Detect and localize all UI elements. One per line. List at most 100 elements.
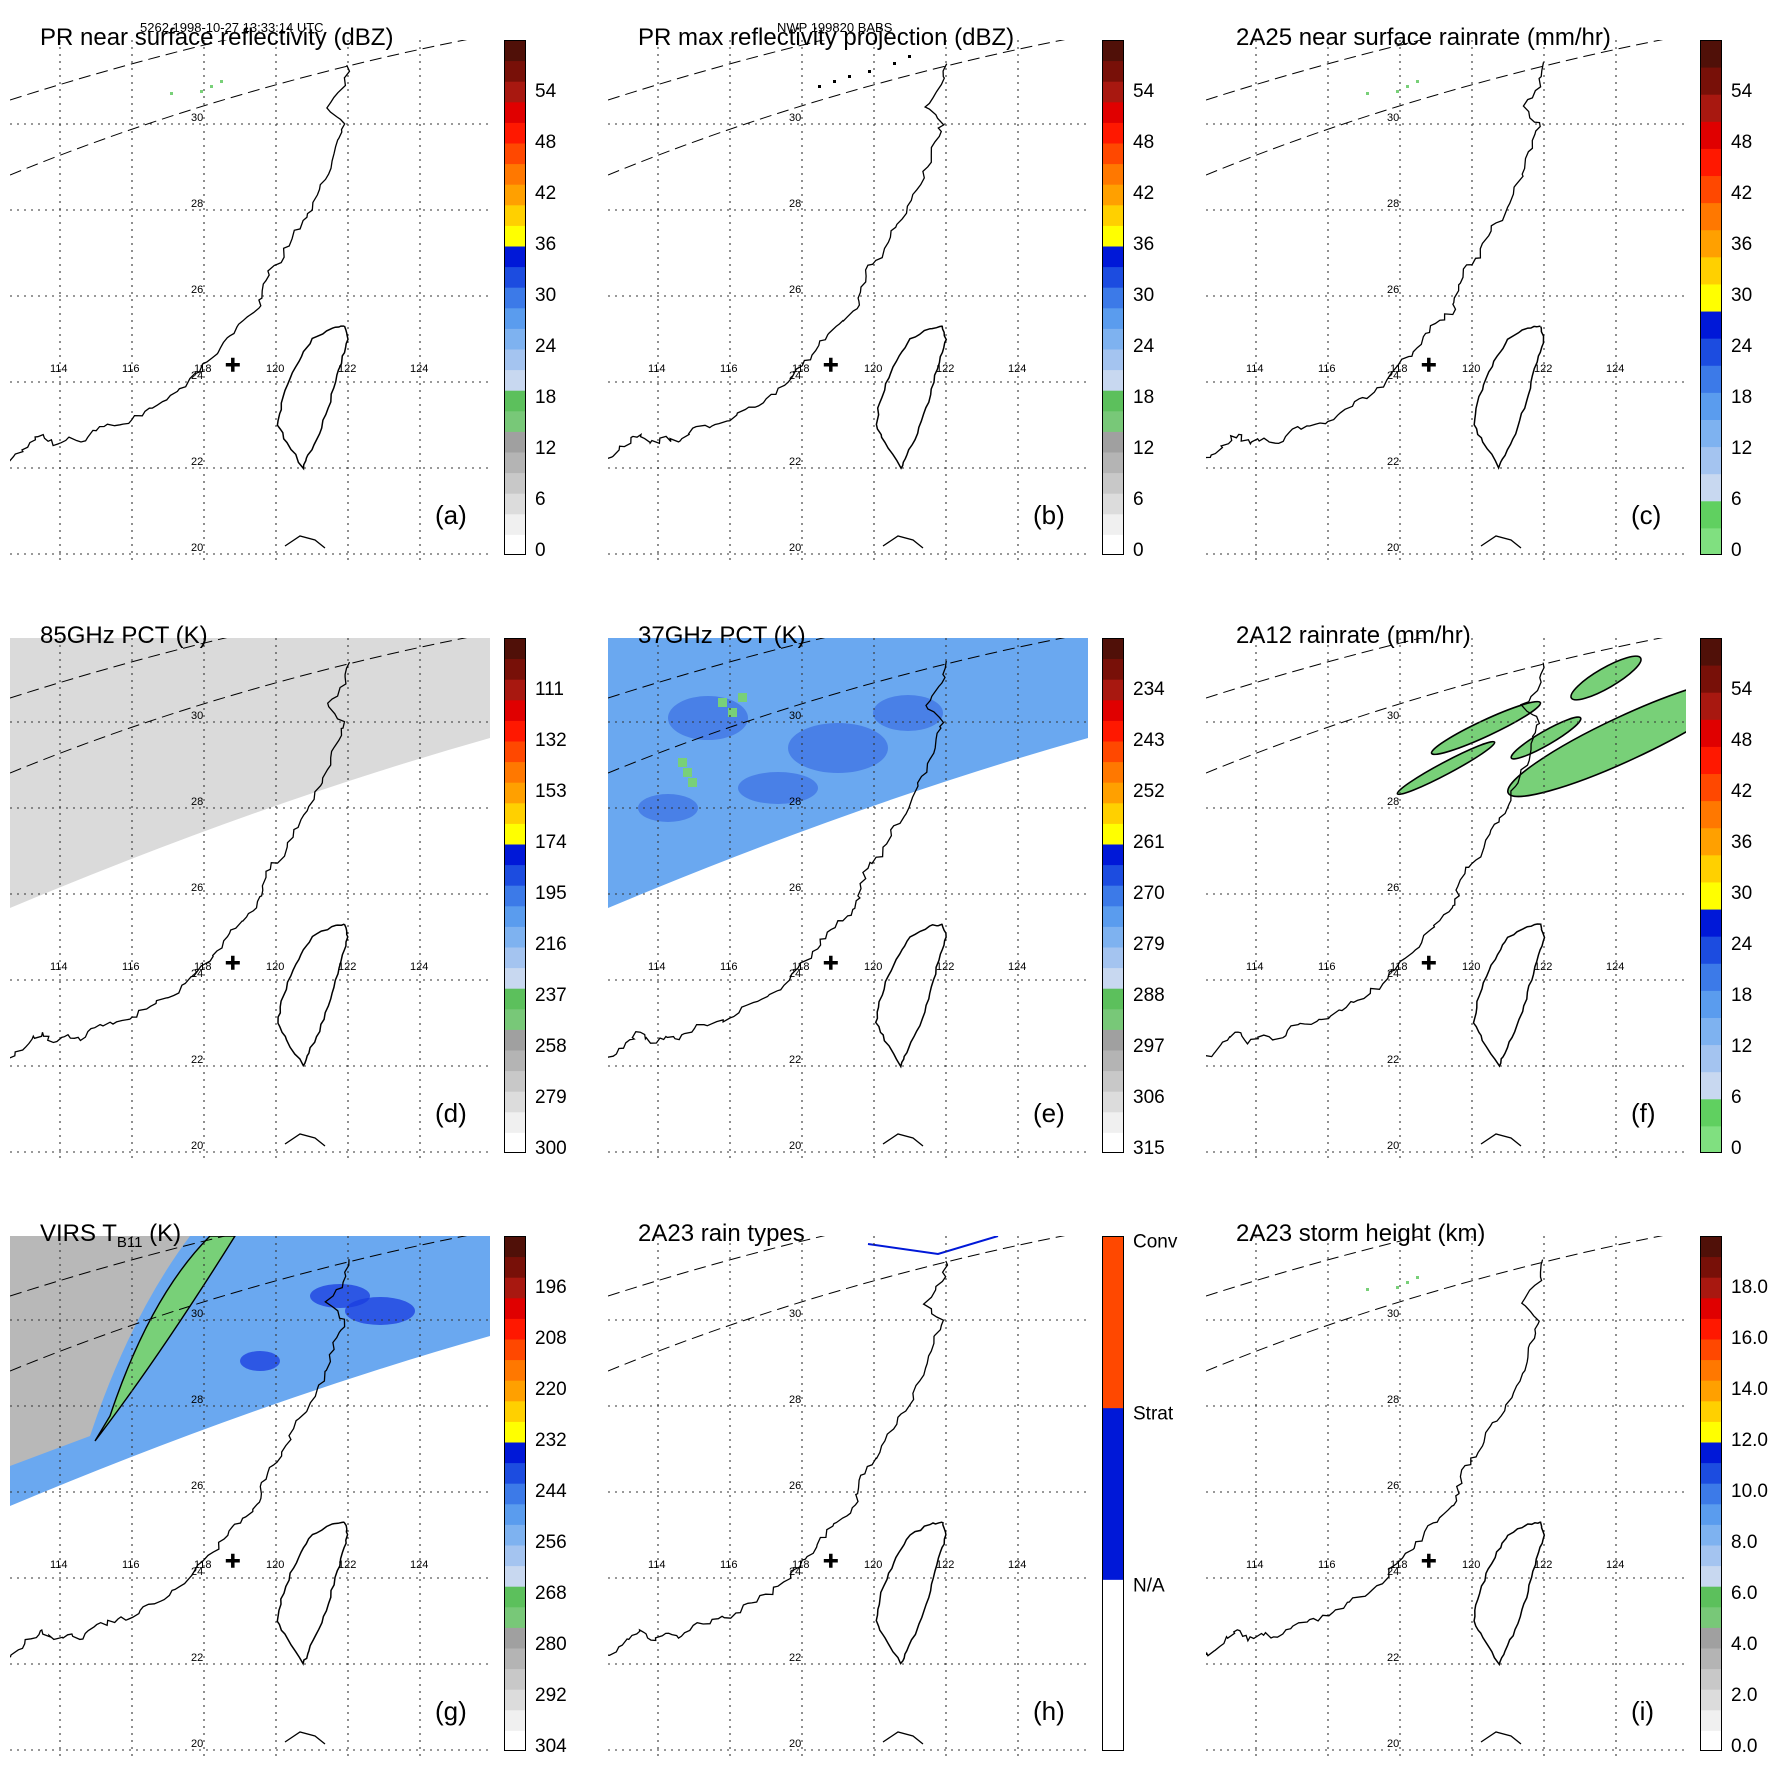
colorbar-segment [504, 122, 526, 144]
colorbar-tick-label: 237 [535, 985, 567, 1006]
echo-pixel [908, 55, 911, 58]
swath-edge-north [10, 1236, 228, 1297]
luzon-coastline [1480, 535, 1522, 549]
colorbar-segment [504, 534, 526, 555]
lon-tick-label: 120 [864, 1559, 882, 1571]
colorbar-segment [1700, 527, 1722, 555]
colorbar-tick-label: 6 [1731, 1087, 1742, 1108]
colorbar-tick-label: 252 [1133, 781, 1165, 802]
colorbar-tick-label: 0.0 [1731, 1736, 1758, 1757]
colorbar-segment [504, 988, 526, 1010]
rain-cell [1510, 716, 1582, 760]
radar-site-marker [1421, 1553, 1436, 1568]
swath-edges [10, 638, 468, 774]
colorbar-segment [1700, 1709, 1722, 1731]
lat-tick-label: 24 [1387, 370, 1399, 382]
lat-tick-label: 20 [191, 1140, 203, 1152]
colorbar-segment [504, 246, 526, 268]
colorbar-segment [504, 204, 526, 226]
colorbar-segment [1700, 1071, 1722, 1100]
colorbar-frame [1700, 1236, 1722, 1751]
lat-tick-label: 30 [1387, 710, 1399, 722]
colorbar-segment [1700, 202, 1722, 231]
cloud-edge [94, 1236, 236, 1442]
colorbar-segment [1700, 1545, 1722, 1567]
colorbar-segment [504, 472, 526, 494]
colorbar-segment [504, 844, 526, 866]
echo-pixel [1396, 90, 1399, 93]
colorbar-tick-label: 315 [1133, 1138, 1165, 1159]
colorbar-segment [1700, 1730, 1722, 1751]
panel-label: (e) [1033, 1098, 1065, 1128]
colorbar-segment [504, 761, 526, 783]
lon-tick-label: 116 [1318, 1559, 1336, 1571]
colorbar-segment [504, 1689, 526, 1711]
lon-tick-label: 124 [1008, 1559, 1026, 1571]
colorbar-tick-label: 243 [1133, 730, 1165, 751]
colorbar-tick-label: 244 [535, 1481, 567, 1502]
colorbar-tick-label: 0 [1731, 1138, 1742, 1159]
colorbar-tick-label: 234 [1133, 679, 1165, 700]
colorbar-tick-label: 0 [1731, 540, 1742, 561]
colorbar-segment [1102, 823, 1124, 845]
panel-i: 114 116 118 120 122 124 30 28 26 24 22 20 2A23 storm… [1196, 1196, 1768, 1757]
colorbar-segment [1700, 67, 1722, 95]
colorbar-segment [1102, 1111, 1124, 1133]
panel-title-text: PR near surface reflectivity (dBZ) [40, 24, 394, 51]
luzon-coastline [284, 1731, 326, 1745]
lon-tick-label: 124 [410, 961, 428, 973]
swath-edges [1206, 638, 1664, 774]
panel-g: 114 116 118 120 122 124 30 28 26 24 22 20 VIRS TB11 … [0, 1196, 567, 1757]
panel-title: 2A23 storm height (km) [1236, 1220, 1485, 1248]
colorbar-frame [1700, 40, 1722, 555]
panel-title: 2A23 rain types [638, 1220, 805, 1248]
lon-tick-label: 122 [338, 363, 356, 375]
lat-tick-label: 20 [191, 542, 203, 554]
lon-tick-label: 120 [266, 961, 284, 973]
colorbar-tick-label: 256 [535, 1532, 567, 1553]
panel-title-subscript: B11 [116, 1233, 143, 1251]
echo-pixel [868, 70, 871, 73]
colorbar-segment [1700, 990, 1722, 1018]
colorbar-segment [1700, 746, 1722, 775]
panel-label: (b) [1033, 500, 1065, 530]
colorbar-segment [1102, 163, 1124, 185]
colorbar-segment [504, 390, 526, 412]
colorbar-segment [1102, 390, 1124, 412]
panel-label: (f) [1631, 1098, 1656, 1128]
colorbar-segment [1102, 761, 1124, 783]
colorbar-tick-label: 6 [1133, 489, 1144, 510]
colorbar-tick-label: 24 [1731, 934, 1753, 955]
lon-tick-label: 124 [410, 1559, 428, 1571]
lon-tick-label: 114 [648, 363, 666, 375]
colorbar-segment [1102, 513, 1124, 535]
colorbar-segment [504, 1008, 526, 1030]
colorbar-segment [504, 947, 526, 969]
lat-tick-label: 28 [191, 198, 203, 210]
colorbar-segment [504, 1648, 526, 1670]
panel-title-text: 2A12 rainrate (mm/hr) [1236, 622, 1471, 649]
colorbar-tick-label: 54 [1133, 81, 1155, 102]
taiwan-coastline [1473, 1521, 1546, 1667]
lon-tick-label: 120 [864, 961, 882, 973]
colorbar-segment [504, 679, 526, 701]
colorbar-segment [1102, 741, 1124, 763]
echo-pixel [210, 85, 213, 88]
lon-tick-label: 120 [1462, 1559, 1480, 1571]
colorbar-segment [1700, 773, 1722, 802]
colorbar-tick-label: 268 [535, 1583, 567, 1604]
colorbar-segment [1102, 369, 1124, 391]
swath-edges [608, 40, 1066, 176]
colorbar-tick-label: 18.0 [1731, 1277, 1768, 1298]
colorbar-segment [504, 1318, 526, 1340]
colorbar-tick-label: 42 [1731, 183, 1753, 204]
lon-tick-label: 122 [1534, 363, 1552, 375]
colorbar [504, 40, 526, 555]
colorbar-tick-label: 261 [1133, 832, 1165, 853]
luzon-coastline [882, 535, 924, 549]
china-coastline [1206, 1259, 1544, 1657]
colorbar-tick-label: 153 [535, 781, 567, 802]
colorbar-segment [504, 60, 526, 82]
